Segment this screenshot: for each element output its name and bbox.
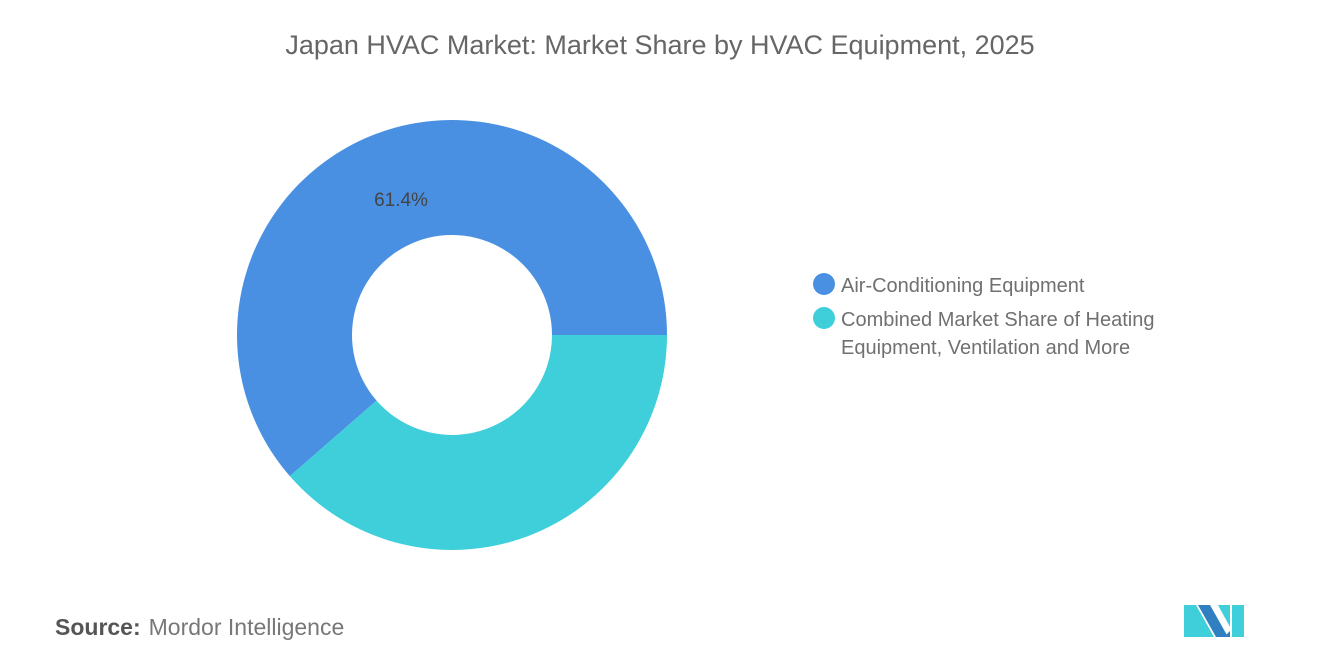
legend-swatch xyxy=(813,273,835,295)
chart-title: Japan HVAC Market: Market Share by HVAC … xyxy=(285,30,1035,60)
mordor-intelligence-logo xyxy=(1184,605,1244,637)
legend-swatch xyxy=(813,307,835,329)
source-note: Source: Mordor Intelligence xyxy=(55,614,344,641)
donut-slice xyxy=(289,335,667,550)
legend-item-air-conditioning: Air-Conditioning Equipment xyxy=(813,272,1211,300)
source-value: Mordor Intelligence xyxy=(148,614,345,640)
source-label: Source: xyxy=(55,614,141,640)
data-label: 61.4% xyxy=(374,190,428,211)
legend-label: Combined Market Share of Heating Equipme… xyxy=(841,309,1155,359)
donut-slice xyxy=(237,119,668,477)
legend-label: Air-Conditioning Equipment xyxy=(841,275,1085,297)
legend: Air-Conditioning Equipment Combined Mark… xyxy=(813,272,1211,368)
legend-item-combined: Combined Market Share of Heating Equipme… xyxy=(813,306,1211,362)
